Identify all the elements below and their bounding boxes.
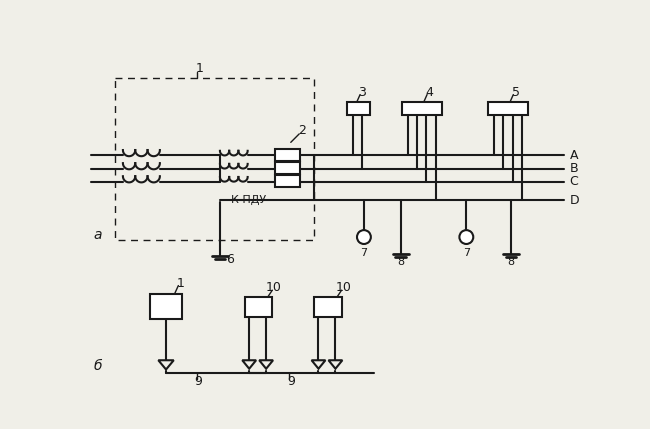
Text: 7: 7 bbox=[463, 248, 470, 258]
Text: 5: 5 bbox=[512, 86, 519, 99]
Circle shape bbox=[357, 230, 371, 244]
Text: В: В bbox=[569, 162, 578, 175]
Bar bbox=[402, 102, 442, 115]
Bar bbox=[276, 175, 300, 187]
Text: 3: 3 bbox=[358, 86, 367, 99]
Text: 6: 6 bbox=[226, 253, 234, 266]
Text: С: С bbox=[569, 175, 578, 188]
Text: 10: 10 bbox=[266, 281, 281, 294]
Bar bbox=[314, 297, 342, 317]
Text: А: А bbox=[569, 149, 578, 162]
Text: 1: 1 bbox=[196, 62, 204, 75]
Text: 1: 1 bbox=[177, 277, 185, 290]
Text: а: а bbox=[94, 228, 102, 242]
Text: 4: 4 bbox=[426, 86, 434, 99]
Circle shape bbox=[460, 230, 473, 244]
Text: D: D bbox=[569, 193, 579, 207]
Bar bbox=[276, 149, 300, 161]
Text: 2: 2 bbox=[298, 124, 306, 137]
Text: 7: 7 bbox=[360, 248, 367, 258]
Bar bbox=[488, 102, 528, 115]
Bar bbox=[276, 162, 300, 174]
Text: 9: 9 bbox=[194, 375, 202, 388]
Bar bbox=[150, 294, 182, 319]
Text: 8: 8 bbox=[397, 257, 404, 267]
Text: К ПДУ: К ПДУ bbox=[231, 195, 266, 205]
Bar bbox=[347, 102, 370, 115]
Bar bbox=[244, 297, 272, 317]
Text: 9: 9 bbox=[287, 375, 294, 388]
Text: 8: 8 bbox=[508, 257, 515, 267]
Text: 10: 10 bbox=[335, 281, 351, 294]
Text: б: б bbox=[94, 359, 102, 373]
